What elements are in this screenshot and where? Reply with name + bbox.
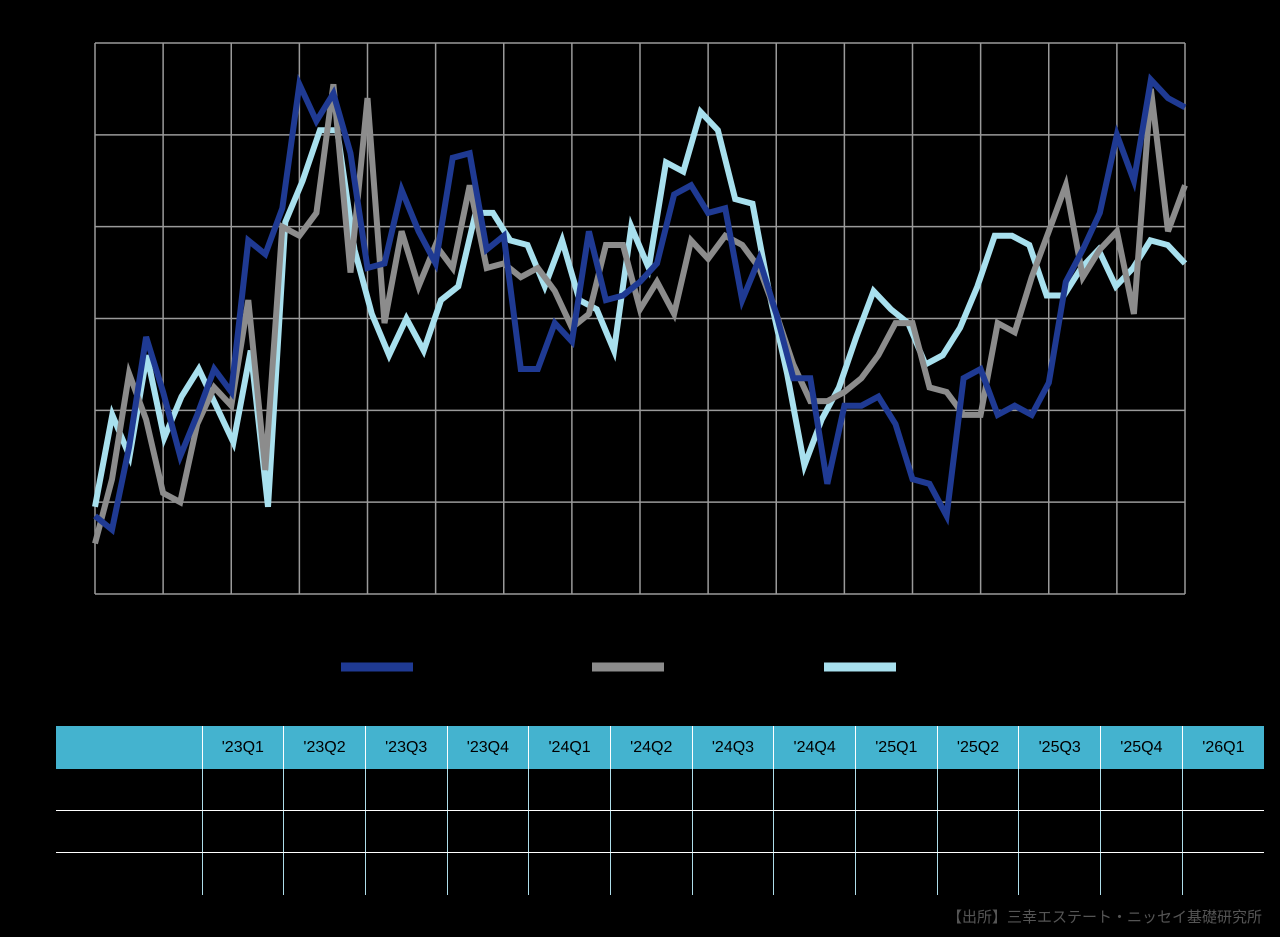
row-label-cell	[56, 769, 202, 811]
table-cell	[609, 852, 693, 895]
table-cell	[364, 810, 448, 853]
series-line-1	[93, 73, 1187, 536]
table-cell	[528, 810, 611, 853]
chart-series	[92, 73, 1188, 545]
table-row	[56, 852, 1264, 896]
table-cell	[936, 769, 1019, 811]
series-line-2	[92, 83, 1188, 545]
quarter-header-cell: '24Q1	[528, 726, 611, 769]
table-cell	[773, 852, 856, 895]
quarter-header-cell: '23Q1	[201, 726, 284, 769]
series-line-3	[92, 106, 1188, 508]
quarter-header-row: '23Q1'23Q2'23Q3'23Q4'24Q1'24Q2'24Q3'24Q4…	[56, 726, 1264, 769]
quarter-header-cell: '25Q3	[1018, 726, 1101, 769]
table-cell	[936, 810, 1019, 853]
table-cell	[201, 769, 284, 811]
table-cell	[691, 852, 774, 895]
table-cell	[773, 769, 856, 811]
table-row	[56, 769, 1264, 811]
table-cell	[1181, 852, 1264, 895]
table-cell	[1181, 810, 1264, 853]
table-cell	[609, 769, 693, 811]
quarter-header-cell: '24Q2	[609, 726, 693, 769]
table-cell	[446, 769, 529, 811]
source-note: 【出所】三幸エステート・ニッセイ基礎研究所	[946, 908, 1262, 926]
table-cell	[201, 852, 284, 895]
table-cell	[364, 852, 448, 895]
quarter-header-cell: '25Q1	[855, 726, 938, 769]
table-cell	[1018, 810, 1101, 853]
table-cell	[1100, 852, 1183, 895]
quarter-header-cell: '25Q4	[1100, 726, 1183, 769]
quarter-header-cell: '24Q3	[691, 726, 774, 769]
quarter-header-cell: '26Q1	[1181, 726, 1264, 769]
table-cell	[1100, 810, 1183, 853]
table-cell	[936, 852, 1019, 895]
quarter-table-grid: '23Q1'23Q2'23Q3'23Q4'24Q1'24Q2'24Q3'24Q4…	[56, 726, 1264, 895]
table-cell	[855, 810, 938, 853]
quarter-header-cell: '23Q4	[446, 726, 529, 769]
header-label-cell	[56, 726, 202, 769]
table-cell	[855, 769, 938, 811]
line-chart	[92, 42, 1188, 672]
table-cell	[609, 810, 693, 853]
table-cell	[691, 810, 774, 853]
table-cell	[773, 810, 856, 853]
quarter-header-cell: '23Q2	[283, 726, 366, 769]
table-cell	[364, 769, 448, 811]
table-cell	[1018, 769, 1101, 811]
table-cell	[528, 852, 611, 895]
quarter-header-cell: '25Q2	[936, 726, 1019, 769]
table-cell	[1100, 769, 1183, 811]
table-cell	[283, 769, 366, 811]
table-cell	[1181, 769, 1264, 811]
table-row	[56, 810, 1264, 853]
table-cell	[528, 769, 611, 811]
table-cell	[855, 852, 938, 895]
table-cell	[446, 810, 529, 853]
row-label-cell	[56, 810, 202, 853]
row-label-cell	[56, 853, 202, 896]
table-cell	[283, 810, 366, 853]
quarter-header-cell: '24Q4	[773, 726, 856, 769]
table-cell	[446, 852, 529, 895]
quarter-table: '23Q1'23Q2'23Q3'23Q4'24Q1'24Q2'24Q3'24Q4…	[56, 726, 1264, 895]
table-cell	[283, 852, 366, 895]
quarter-header-cell: '23Q3	[364, 726, 448, 769]
table-cell	[1018, 852, 1101, 895]
table-cell	[691, 769, 774, 811]
table-cell	[201, 810, 284, 853]
